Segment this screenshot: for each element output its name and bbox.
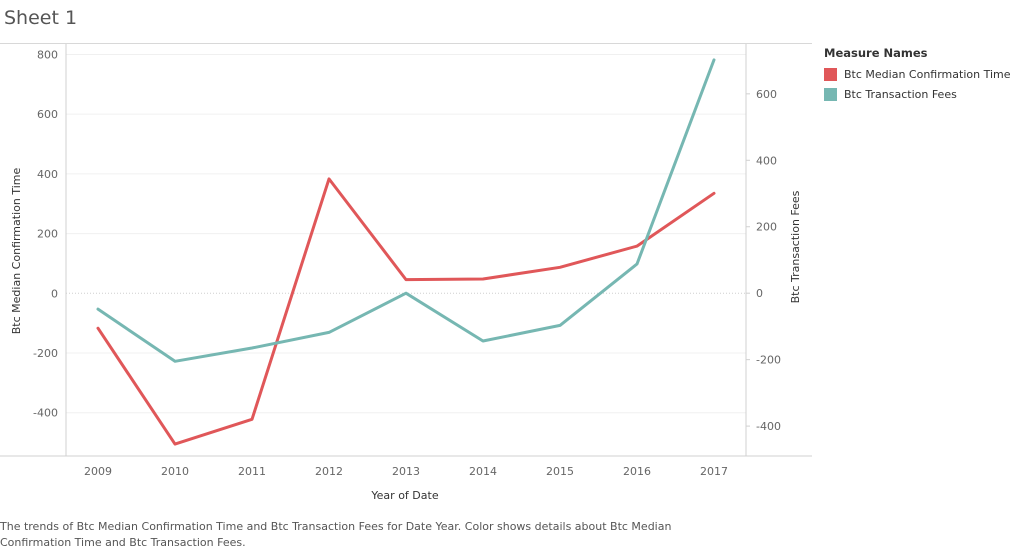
legend-label: Btc Median Confirmation Time: [844, 67, 1011, 81]
y-axis-right-title: Btc Transaction Fees: [789, 190, 802, 303]
y-right-tick-label: -400: [756, 420, 781, 433]
gridlines: [66, 53, 746, 414]
y-right-tick-label: 600: [756, 88, 777, 101]
y-right-tick-label: 400: [756, 154, 777, 167]
legend-swatch-teal: [824, 87, 837, 101]
axes: 800 600 400 200 0 -200 -400 600 400 200 0 -200 -400 2…: [0, 44, 812, 478]
series-line-confirmation-time[interactable]: [96, 177, 716, 446]
x-tick-label: 2014: [469, 465, 497, 478]
x-tick-label: 2011: [238, 465, 266, 478]
x-axis-title: Year of Date: [370, 489, 438, 502]
x-tick-label: 2010: [161, 465, 189, 478]
y-left-tick-label: 800: [37, 48, 58, 61]
y-right-tick-label: 0: [756, 287, 763, 300]
sheet-title: Sheet 1: [4, 7, 78, 29]
y-axis-left-title: Btc Median Confirmation Time: [10, 168, 23, 335]
y-right-tick-label: 200: [756, 221, 777, 234]
x-tick-label: 2009: [84, 465, 112, 478]
legend-item-confirmation-time[interactable]: Btc Median Confirmation Time: [824, 64, 1011, 84]
y-left-tick-label: -200: [33, 347, 58, 360]
legend-title: Measure Names: [824, 46, 928, 60]
series-line-transaction-fees[interactable]: [96, 58, 716, 363]
series-lines[interactable]: [96, 58, 716, 446]
title-divider: [0, 43, 812, 44]
legend-swatch-red: [824, 67, 837, 81]
x-tick-label: 2012: [315, 465, 343, 478]
legend-item-transaction-fees[interactable]: Btc Transaction Fees: [824, 84, 1011, 104]
y-left-tick-label: 0: [51, 287, 58, 300]
y-right-tick-label: -200: [756, 354, 781, 367]
y-left-tick-label: 200: [37, 228, 58, 241]
x-tick-label: 2016: [623, 465, 651, 478]
legend: Measure Names Btc Median Confirmation Ti…: [824, 46, 1011, 104]
y-left-tick-label: 600: [37, 108, 58, 121]
x-tick-label: 2015: [546, 465, 574, 478]
x-tick-label: 2013: [392, 465, 420, 478]
legend-label: Btc Transaction Fees: [844, 87, 957, 101]
x-tick-label: 2017: [700, 465, 728, 478]
y-left-tick-label: 400: [37, 168, 58, 181]
chart-caption: The trends of Btc Median Confirmation Ti…: [0, 520, 672, 549]
y-left-tick-label: -400: [33, 407, 58, 420]
